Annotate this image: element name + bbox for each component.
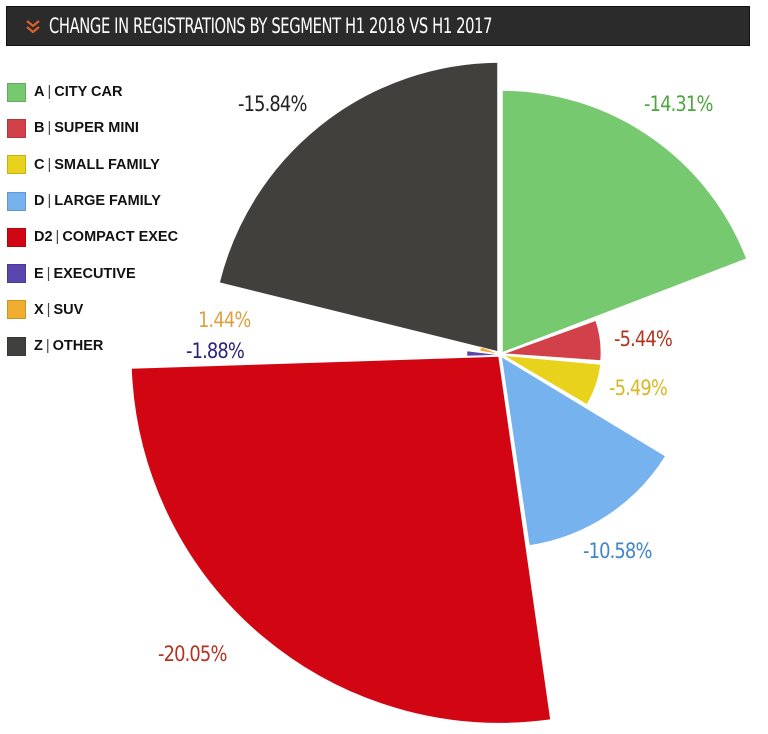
legend-label-text: CITY CAR bbox=[54, 84, 123, 101]
legend-swatch-z bbox=[7, 336, 26, 356]
slice-z-other[interactable] bbox=[218, 61, 499, 353]
legend-swatch-b bbox=[7, 118, 26, 138]
double-chevron-down-icon bbox=[25, 16, 41, 36]
legend-swatch-a bbox=[7, 82, 26, 102]
legend-code: D bbox=[34, 193, 45, 210]
legend-item-c[interactable]: C | SMALL FAMILY bbox=[7, 147, 178, 183]
legend-code: B bbox=[34, 120, 45, 137]
legend-item-x[interactable]: X | SUV bbox=[7, 292, 178, 328]
legend-code: D2 bbox=[34, 229, 53, 246]
legend-code: E bbox=[34, 265, 44, 282]
value-label-d2: -20.05% bbox=[158, 642, 227, 666]
slice-d2-compact-exec[interactable] bbox=[130, 355, 552, 725]
legend-label-text: COMPACT EXEC bbox=[62, 229, 179, 246]
legend-item-z[interactable]: Z | OTHER bbox=[7, 328, 178, 364]
value-label-b: -5.44% bbox=[614, 327, 673, 351]
legend-code: C bbox=[34, 156, 45, 173]
legend-swatch-d bbox=[7, 191, 26, 211]
slice-e-executive[interactable] bbox=[466, 350, 500, 357]
legend-code: Z bbox=[34, 338, 43, 355]
legend-item-b[interactable]: B | SUPER MINI bbox=[7, 110, 178, 146]
value-label-a: -14.31% bbox=[644, 92, 713, 116]
legend-label-text: SUPER MINI bbox=[54, 120, 139, 137]
legend-swatch-c bbox=[7, 155, 26, 175]
legend-label-text: EXECUTIVE bbox=[53, 265, 136, 282]
chart-header: CHANGE IN REGISTRATIONS BY SEGMENT H1 20… bbox=[6, 6, 750, 46]
legend: A | CITY CAR B | SUPER MINI C | SMALL FAMILY D… bbox=[7, 74, 178, 364]
legend-item-e[interactable]: E | EXECUTIVE bbox=[7, 255, 178, 291]
value-label-c: -5.49% bbox=[609, 376, 668, 400]
legend-swatch-e bbox=[7, 264, 26, 284]
slice-d-large-family[interactable] bbox=[500, 354, 668, 547]
legend-code: X bbox=[34, 301, 44, 318]
legend-label-text: OTHER bbox=[52, 338, 104, 355]
slice-c-small-family[interactable] bbox=[501, 354, 602, 407]
legend-item-d2[interactable]: D2 | COMPACT EXEC bbox=[7, 219, 178, 255]
value-label-e: -1.88% bbox=[186, 339, 245, 363]
legend-swatch-d2 bbox=[7, 227, 26, 247]
chart-title: CHANGE IN REGISTRATIONS BY SEGMENT H1 20… bbox=[49, 14, 493, 38]
legend-label-text: LARGE FAMILY bbox=[54, 193, 161, 210]
legend-swatch-x bbox=[7, 300, 26, 320]
value-label-d: -10.58% bbox=[583, 539, 652, 563]
legend-item-a[interactable]: A | CITY CAR bbox=[7, 74, 178, 110]
value-label-x: 1.44% bbox=[198, 308, 251, 332]
legend-code: A bbox=[34, 84, 45, 101]
legend-label-text: SUV bbox=[53, 301, 84, 318]
legend-label-text: SMALL FAMILY bbox=[54, 156, 160, 173]
slice-a-city-car[interactable] bbox=[501, 89, 748, 355]
legend-item-d[interactable]: D | LARGE FAMILY bbox=[7, 183, 178, 219]
slice-b-super-mini[interactable] bbox=[501, 319, 603, 362]
slice-x-suv[interactable] bbox=[479, 346, 500, 355]
value-label-z: -15.84% bbox=[238, 92, 307, 116]
